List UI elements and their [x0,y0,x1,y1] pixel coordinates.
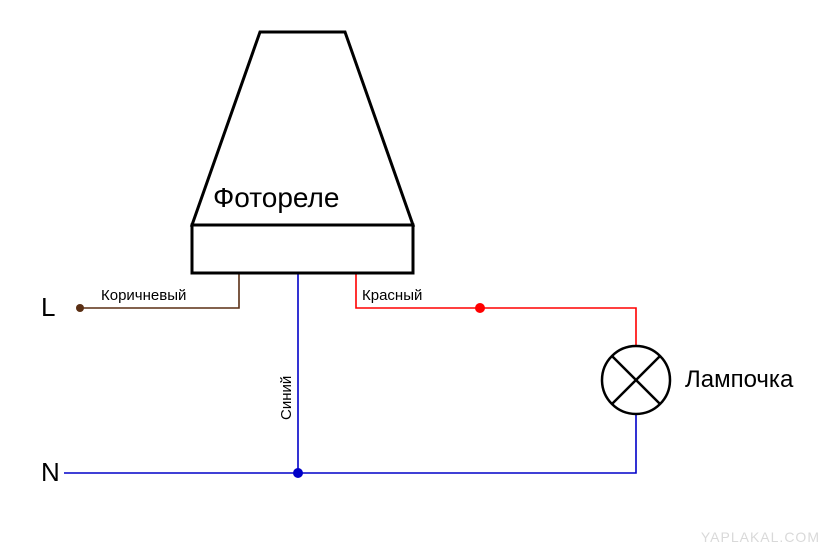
wire-brown-label: Коричневый [101,287,186,304]
wire-blue-label: Синий [278,376,295,420]
lamp-label: Лампочка [685,366,793,394]
wire-blue-neutral [64,414,636,473]
wiring-diagram [0,0,830,551]
terminal-n-label: N [41,457,60,488]
terminal-l-dot [76,304,84,312]
wire-red-label: Красный [362,287,422,304]
photorelay-base [192,225,413,273]
wire-red [356,273,636,346]
junction-blue [293,468,303,478]
lamp-symbol [602,346,670,414]
watermark: YAPLAKAL.COM [701,529,820,545]
junction-red [475,303,485,313]
photorelay-label: Фотореле [213,182,339,214]
terminal-l-label: L [41,292,55,323]
